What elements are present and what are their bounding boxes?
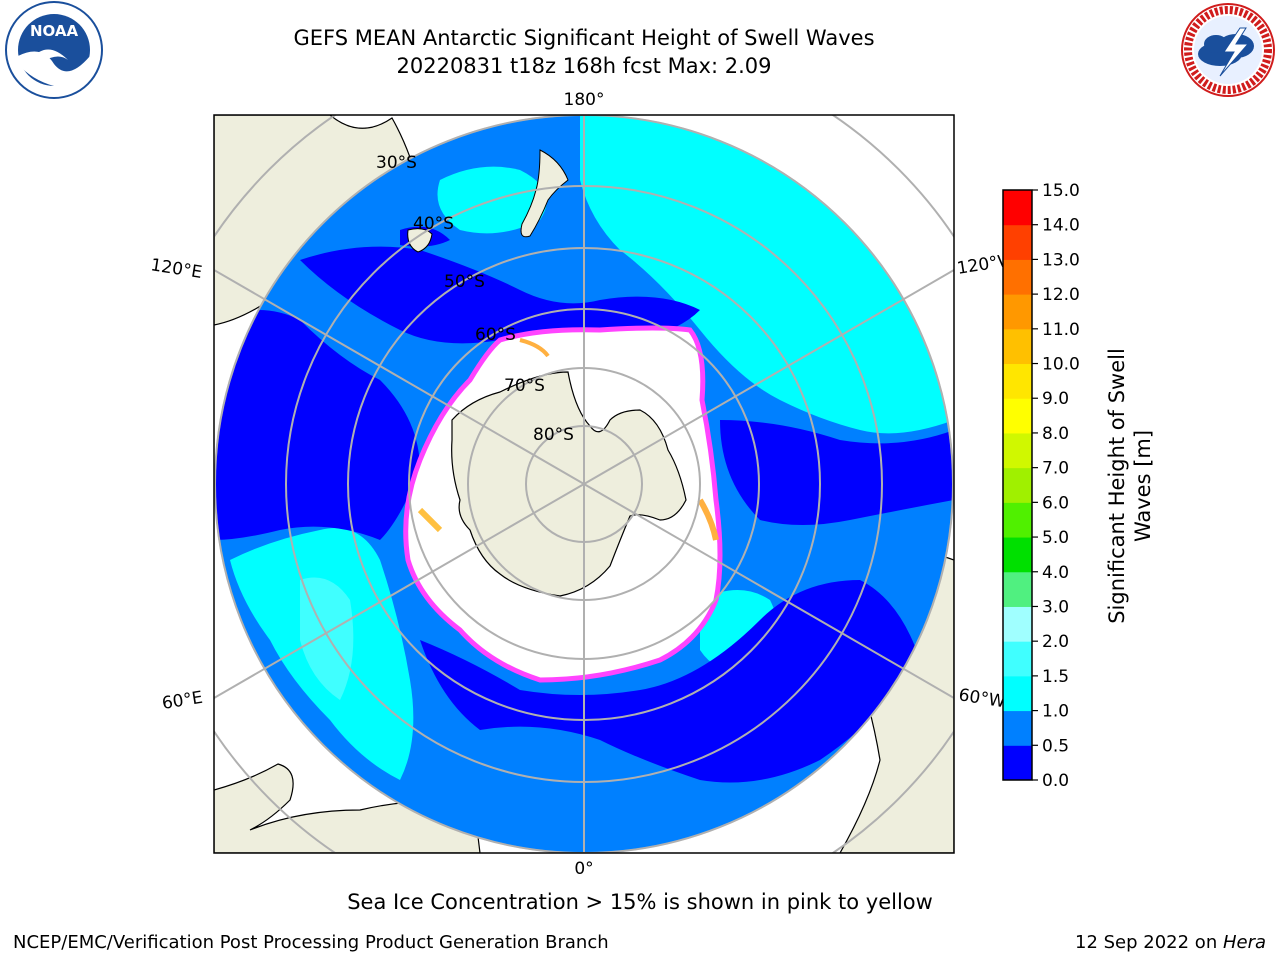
colorbar-label-line1: Significant Height of Swell — [1105, 348, 1129, 624]
colorbar-tick-label: 10.0 — [1042, 355, 1080, 375]
colorbar-frame — [1002, 189, 1033, 781]
colorbar-tick-label: 14.0 — [1042, 216, 1080, 236]
lat-label-80s: 80°S — [533, 425, 574, 445]
lon-label-180: 180° — [564, 90, 605, 110]
lat-label-30s: 30°S — [376, 153, 417, 173]
colorbar-segment — [1003, 675, 1032, 712]
lat-label-40s: 40°S — [413, 214, 454, 234]
colorbar-segment — [1003, 294, 1032, 330]
colorbar-segment — [1003, 224, 1032, 260]
lat-label-60s: 60°S — [475, 325, 516, 345]
lon-label-120e: 120°E — [149, 255, 203, 283]
colorbar-segment — [1003, 606, 1032, 642]
lat-label-50s: 50°S — [444, 272, 485, 292]
footer-date-text: 12 Sep 2022 on — [1075, 932, 1223, 953]
colorbar-tick-label: 3.0 — [1042, 597, 1069, 617]
lat-label-70s: 70°S — [504, 376, 545, 396]
colorbar-tick-label: 8.0 — [1042, 424, 1069, 444]
footer-date: 12 Sep 2022 on Hera — [1075, 932, 1266, 953]
colorbar-tick-label: 0.5 — [1042, 736, 1069, 756]
colorbar-segment — [1003, 571, 1032, 607]
lon-label-60w: 60°W — [957, 685, 1007, 712]
colorbar-tick-label: 2.0 — [1042, 632, 1069, 652]
lon-label-0: 0° — [574, 859, 593, 879]
colorbar-segment — [1003, 190, 1032, 226]
colorbar-segment — [1003, 710, 1032, 746]
colorbar-tick-label: 0.0 — [1042, 771, 1069, 791]
colorbar-tick-label: 7.0 — [1042, 459, 1069, 479]
colorbar-segment — [1003, 467, 1032, 503]
colorbar-tick-label: 1.5 — [1042, 667, 1069, 687]
colorbar-segment — [1003, 641, 1032, 677]
colorbar-tick-label: 15.0 — [1042, 181, 1080, 201]
footer-host: Hera — [1222, 932, 1266, 953]
map-title: GEFS MEAN Antarctic Significant Height o… — [293, 26, 875, 50]
colorbar-segment — [1003, 398, 1032, 434]
noaa-logo-text: NOAA — [30, 22, 79, 40]
nws-logo-icon — [1181, 3, 1275, 97]
colorbar-tick-label: 13.0 — [1042, 250, 1080, 270]
noaa-logo-icon: NOAA — [5, 1, 103, 99]
colorbar-segment — [1003, 745, 1032, 781]
colorbar-segment — [1003, 328, 1032, 365]
colorbar-tick-label: 1.0 — [1042, 702, 1069, 722]
colorbar-segment — [1003, 363, 1032, 399]
map-subtitle: 20220831 t18z 168h fcst Max: 2.09 — [396, 54, 772, 78]
colorbar-tick-label: 6.0 — [1042, 493, 1069, 513]
footer-credit: NCEP/EMC/Verification Post Processing Pr… — [13, 932, 609, 953]
colorbar-tick-label: 4.0 — [1042, 563, 1069, 583]
colorbar-tick-label: 5.0 — [1042, 528, 1069, 548]
colorbar: 0.0 0.5 1.0 1.5 2.0 3.0 4.0 5.0 6.0 7.0 8.0 9.0 10.0… — [1002, 181, 1080, 791]
colorbar-tick-label: 9.0 — [1042, 389, 1069, 409]
colorbar-tick-label: 12.0 — [1042, 285, 1080, 305]
lon-label-60e: 60°E — [161, 688, 205, 714]
sea-ice-caption: Sea Ice Concentration > 15% is shown in … — [347, 890, 933, 914]
colorbar-segment — [1003, 432, 1032, 469]
colorbar-label-line2: Waves [m] — [1131, 430, 1155, 542]
colorbar-segment — [1003, 502, 1032, 538]
colorbar-tick-label: 11.0 — [1042, 320, 1080, 340]
colorbar-segment — [1003, 259, 1032, 295]
colorbar-segment — [1003, 537, 1032, 573]
